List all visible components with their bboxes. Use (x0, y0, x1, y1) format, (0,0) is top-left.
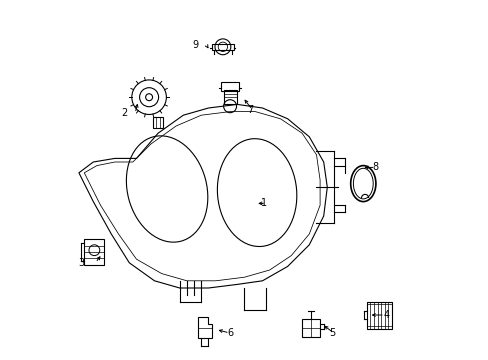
Text: 1: 1 (261, 198, 267, 208)
Bar (221, 82, 239, 91)
Text: 4: 4 (383, 310, 389, 320)
Bar (212, 44, 233, 50)
Bar (302, 319, 320, 337)
Text: 9: 9 (192, 40, 199, 50)
Text: 2: 2 (121, 108, 127, 118)
Text: 8: 8 (372, 162, 378, 172)
Bar (223, 90, 236, 104)
Text: 5: 5 (329, 328, 335, 338)
Bar (366, 302, 391, 328)
Text: 3: 3 (79, 258, 85, 268)
Text: 7: 7 (246, 105, 252, 115)
Text: 6: 6 (226, 328, 233, 338)
